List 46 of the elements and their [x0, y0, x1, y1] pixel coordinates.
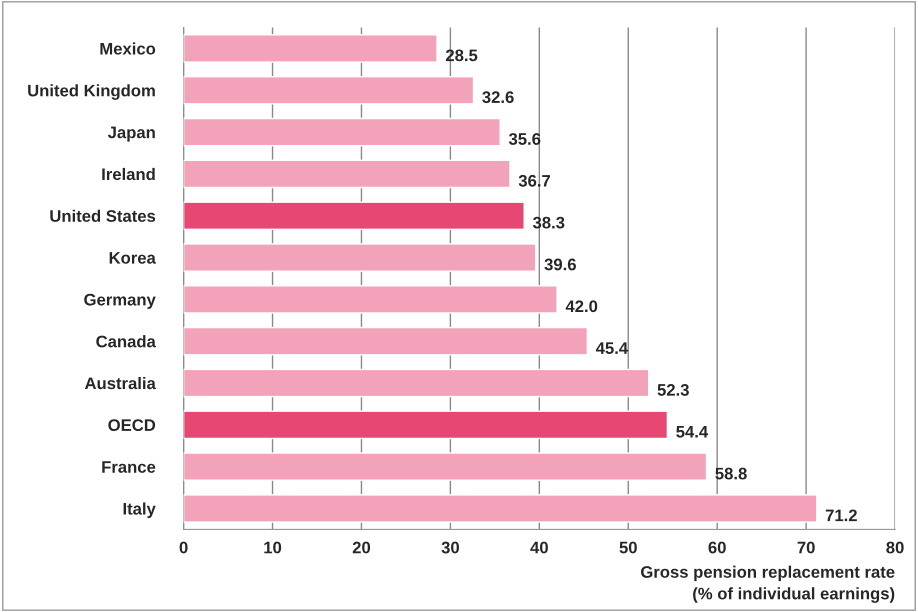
bar: [184, 326, 588, 356]
y-tick-label: Ireland: [102, 168, 155, 180]
y-tick-label: Korea: [110, 252, 156, 264]
bar: [184, 410, 668, 440]
bar: [184, 201, 525, 230]
bar: [184, 76, 474, 105]
x-tick-label: 40: [530, 542, 548, 554]
data-label: 54.4: [676, 426, 708, 438]
data-label: 58.8: [715, 468, 747, 480]
data-label: 36.7: [518, 174, 550, 187]
bar: [184, 285, 558, 314]
y-tick-label: United Kingdom: [28, 84, 155, 100]
data-label: 39.6: [544, 258, 576, 270]
x-tick-label: 0: [180, 542, 188, 554]
y-tick-label: Germany: [84, 294, 156, 309]
data-label: 42.0: [566, 300, 598, 312]
y-tick-label: Italy: [124, 502, 156, 518]
bar: [184, 160, 511, 188]
x-tick-label: 70: [798, 542, 815, 554]
data-label: 35.6: [508, 133, 540, 145]
data-label: 52.3: [658, 384, 689, 396]
data-label: 38.3: [532, 216, 564, 229]
data-label: 71.2: [826, 509, 857, 522]
x-axis-title: Gross pension replacement rate (% of individual earnings): [641, 566, 894, 603]
x-tick-label: 10: [264, 542, 282, 554]
x-tick-label: 80: [886, 542, 904, 554]
y-tick-label: France: [102, 461, 156, 473]
y-tick-label: Canada: [96, 335, 156, 348]
y-tick-label: Japan: [108, 126, 155, 142]
y-tick-label: United States: [50, 210, 156, 222]
bar: [184, 243, 536, 272]
bar: [184, 452, 708, 481]
bar: [184, 494, 818, 523]
x-tick-label: 50: [620, 542, 637, 554]
x-tick-label: 20: [352, 542, 370, 554]
data-label: 45.4: [596, 342, 628, 354]
data-label: 28.5: [446, 49, 478, 62]
bar: [184, 368, 650, 398]
data-label: 32.6: [482, 91, 514, 104]
y-tick-label: Mexico: [100, 42, 156, 55]
y-tick-label: OECD: [108, 419, 156, 432]
bar: [184, 34, 438, 63]
bar: [184, 118, 501, 146]
y-tick-label: Australia: [84, 376, 156, 390]
x-tick-label: 60: [708, 542, 726, 554]
x-tick-label: 30: [442, 542, 459, 554]
